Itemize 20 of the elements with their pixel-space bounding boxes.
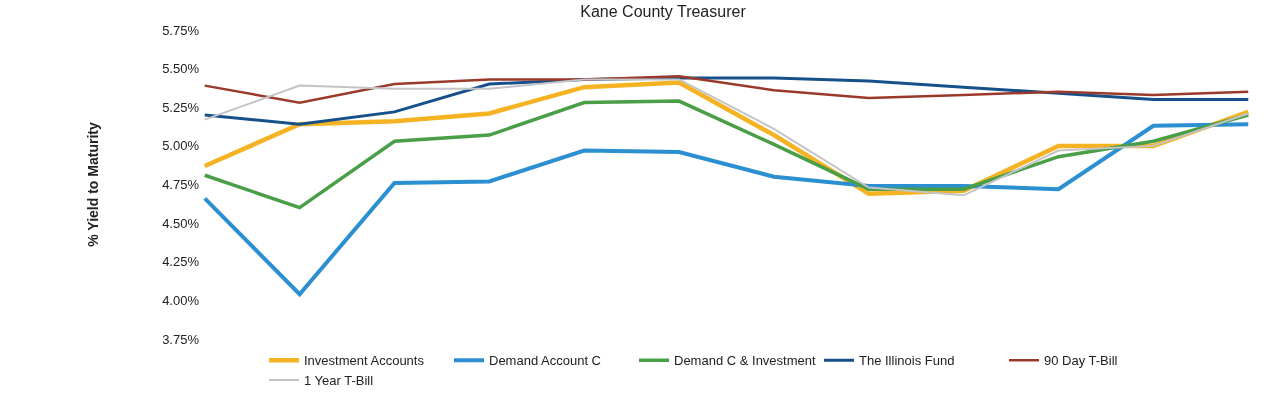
y-tick-label: 4.75%	[162, 177, 200, 193]
y-tick-label: 5.00%	[162, 138, 200, 154]
y-tick-label: 5.25%	[162, 99, 200, 115]
line-series	[203, 75, 1250, 104]
line-series	[202, 122, 1251, 297]
legend-label: Investment Accounts	[304, 353, 425, 369]
y-tick-label: 5.75%	[162, 22, 200, 38]
legend-label: 90 Day T-Bill	[1044, 353, 1118, 369]
y-tick-label: 4.25%	[162, 254, 200, 270]
y-axis-title: % Yield to Maturity	[84, 122, 101, 247]
legend-label: Demand Account C	[489, 353, 602, 369]
legend-label: Demand C & Investment	[674, 353, 816, 369]
y-tick-label: 3.75%	[162, 331, 200, 347]
line-series	[202, 99, 1251, 210]
y-tick-label: 4.50%	[162, 215, 200, 231]
y-tick-label: 5.50%	[162, 61, 200, 77]
y-tick-label: 4.00%	[162, 292, 200, 308]
legend-label: The Illinois Fund	[859, 353, 955, 369]
legend-label: 1 Year T-Bill	[304, 373, 374, 389]
chart-title: Kane County Treasurer	[580, 3, 747, 21]
